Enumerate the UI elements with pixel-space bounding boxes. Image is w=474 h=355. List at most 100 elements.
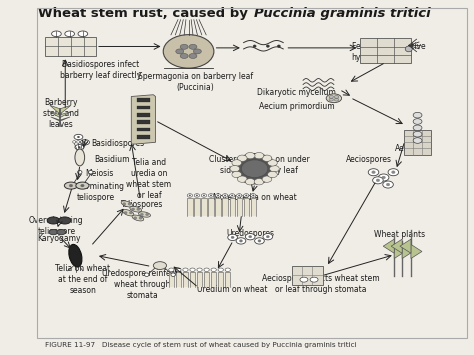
Ellipse shape [277,45,281,47]
Ellipse shape [75,144,84,150]
Ellipse shape [49,229,58,235]
Text: Wheat stem rust, caused by: Wheat stem rust, caused by [38,7,253,20]
Ellipse shape [262,176,272,182]
Text: Karyogamy: Karyogamy [37,234,81,243]
Ellipse shape [81,140,90,145]
Text: Germinating
teliospore: Germinating teliospore [76,182,124,202]
Ellipse shape [239,240,243,242]
Ellipse shape [52,31,61,37]
Ellipse shape [262,155,272,162]
Polygon shape [60,117,70,121]
Polygon shape [402,245,413,258]
Bar [404,130,431,155]
Ellipse shape [254,179,264,185]
Ellipse shape [69,244,82,267]
Ellipse shape [329,95,333,98]
Ellipse shape [69,184,73,187]
Ellipse shape [266,45,269,47]
Polygon shape [383,239,394,253]
Ellipse shape [230,165,240,172]
Ellipse shape [246,195,247,196]
Ellipse shape [388,169,399,176]
Ellipse shape [405,46,412,52]
Text: Aeciospores: Aeciospores [346,155,392,164]
Ellipse shape [237,194,242,197]
Ellipse shape [180,54,188,59]
Ellipse shape [201,194,207,197]
Ellipse shape [231,195,233,196]
Bar [292,266,323,285]
Ellipse shape [78,31,88,37]
Ellipse shape [268,160,277,166]
Polygon shape [411,245,422,258]
Ellipse shape [77,136,80,138]
Polygon shape [391,239,402,253]
Ellipse shape [386,183,390,186]
Ellipse shape [383,181,393,188]
Ellipse shape [253,45,256,47]
Polygon shape [60,111,72,118]
Ellipse shape [263,234,273,240]
Ellipse shape [204,268,209,272]
Ellipse shape [169,268,174,272]
Text: Wheat plants: Wheat plants [374,230,426,239]
Ellipse shape [197,268,202,272]
Ellipse shape [76,182,89,189]
Ellipse shape [413,131,422,137]
Ellipse shape [209,194,214,197]
Text: More uredia on wheat: More uredia on wheat [213,193,297,202]
Ellipse shape [270,165,279,172]
Bar [137,120,150,124]
Ellipse shape [193,49,201,54]
Ellipse shape [368,169,379,176]
Ellipse shape [74,134,83,140]
Ellipse shape [258,240,261,242]
Ellipse shape [232,160,242,166]
Text: Telia and
uredia on
wheat stem
or leaf: Telia and uredia on wheat stem or leaf [127,158,172,201]
Ellipse shape [266,235,269,238]
Bar [360,38,411,63]
Text: Aeciospore infects wheat stem
or leaf through stomata: Aeciospore infects wheat stem or leaf th… [262,274,380,294]
Ellipse shape [218,268,223,272]
Ellipse shape [146,213,149,216]
Ellipse shape [180,44,188,49]
Ellipse shape [123,209,134,216]
Ellipse shape [373,177,383,184]
Ellipse shape [237,176,247,182]
Ellipse shape [251,194,256,197]
Ellipse shape [132,215,144,221]
Ellipse shape [241,160,268,178]
Text: Aecium primordium: Aecium primordium [259,102,334,111]
Ellipse shape [238,195,240,196]
Text: Fertilized receptive
hypha: Fertilized receptive hypha [352,42,425,62]
Ellipse shape [139,217,142,219]
Ellipse shape [334,95,339,98]
Text: Uredospores: Uredospores [226,229,274,237]
Text: FIGURE 11-97   Disease cycle of stem rust of wheat caused by Puccinia graminis t: FIGURE 11-97 Disease cycle of stem rust … [46,342,357,348]
Text: Aecium: Aecium [394,144,423,153]
Ellipse shape [189,54,197,59]
Ellipse shape [64,182,78,189]
Ellipse shape [372,171,375,174]
Ellipse shape [123,203,126,205]
Ellipse shape [255,238,264,244]
Ellipse shape [237,155,247,162]
Ellipse shape [228,234,237,241]
Ellipse shape [300,277,308,282]
Ellipse shape [75,149,85,166]
Text: Dikaryotic mycelium: Dikaryotic mycelium [257,88,336,97]
Text: Basidium: Basidium [94,155,129,164]
Ellipse shape [246,234,255,240]
Text: Teliospores: Teliospores [121,200,164,209]
Ellipse shape [378,174,389,181]
Ellipse shape [329,98,333,101]
Ellipse shape [78,170,82,174]
Ellipse shape [236,238,246,244]
Ellipse shape [413,125,422,131]
Ellipse shape [211,268,216,272]
Ellipse shape [129,212,132,214]
Ellipse shape [124,212,127,214]
Ellipse shape [229,194,235,197]
Ellipse shape [130,206,142,212]
Text: Clusters of aecia on under
side of barberry leaf: Clusters of aecia on under side of barbe… [209,155,310,175]
